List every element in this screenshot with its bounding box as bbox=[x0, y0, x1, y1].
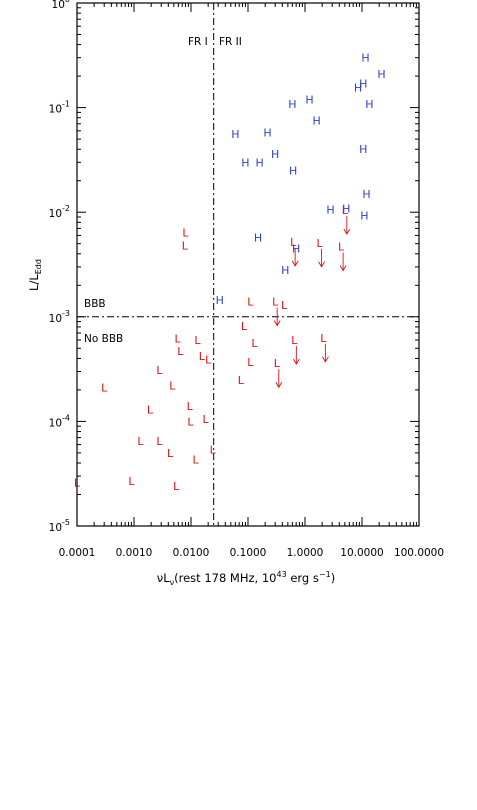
upper-limit-point: L bbox=[274, 357, 281, 370]
plot-frame bbox=[76, 2, 420, 527]
y-tick-label: 10-1 bbox=[49, 100, 70, 116]
x-tick-label: 0.0001 bbox=[59, 547, 96, 559]
l-point: L bbox=[177, 345, 184, 358]
upper-limit-arrowhead bbox=[275, 381, 283, 389]
l-point: L bbox=[202, 413, 209, 426]
l-point: L bbox=[174, 333, 181, 346]
l-point: L bbox=[281, 299, 288, 312]
upper-limit-point: L bbox=[290, 236, 297, 249]
y-tick-label: 100 bbox=[52, 0, 70, 11]
x-axis-title: νLν(rest 178 MHz, 1043 erg s−1) bbox=[157, 570, 335, 587]
upper-limit-arrowhead bbox=[318, 261, 325, 268]
l-point: L bbox=[182, 240, 189, 253]
l-point: L bbox=[247, 356, 254, 369]
l-point: L bbox=[182, 226, 189, 239]
y-axis-title: L/LEdd bbox=[27, 259, 43, 291]
l-point: L bbox=[247, 296, 254, 309]
bbb-annotation: BBB bbox=[84, 298, 106, 310]
l-point: L bbox=[238, 374, 245, 387]
l-point: L bbox=[167, 447, 174, 460]
upper-limit-point: L bbox=[316, 237, 323, 250]
x-tick-label: 100.0000 bbox=[394, 547, 444, 559]
l-point: L bbox=[173, 480, 180, 493]
upper-limit-arrowhead bbox=[343, 228, 351, 235]
h-point: H bbox=[360, 209, 368, 222]
l-point: L bbox=[156, 435, 163, 448]
upper-limit-point: L bbox=[342, 204, 349, 217]
upper-limit-point: L bbox=[320, 332, 327, 345]
h-point: H bbox=[254, 232, 262, 245]
axes: 0.0001 0.0010 0.0100 0.1000 1.0000 10.0000 100… bbox=[49, 0, 444, 559]
upper-limit-point: L bbox=[272, 296, 279, 309]
upper-limit-point: L bbox=[291, 334, 298, 347]
h-point: H bbox=[342, 203, 350, 216]
fr2-annotation: FR II bbox=[219, 36, 242, 48]
l-point: L bbox=[169, 380, 176, 393]
h-point: H bbox=[326, 204, 334, 217]
h-point: H bbox=[292, 242, 300, 255]
l-point: L bbox=[205, 354, 212, 367]
x-tick-label: 10.0000 bbox=[340, 547, 383, 559]
y-tick-label: 10-5 bbox=[49, 518, 70, 534]
h-point: H bbox=[359, 143, 367, 156]
l-point: L bbox=[199, 350, 206, 363]
h-point: H bbox=[362, 188, 370, 201]
h-point: H bbox=[281, 264, 289, 277]
upper-limit-arrowhead bbox=[292, 358, 300, 365]
no-bbb-annotation: No BBB bbox=[84, 333, 123, 345]
h-point: H bbox=[312, 115, 320, 128]
h-point: H bbox=[241, 156, 249, 169]
y-tick-label: 10-4 bbox=[49, 413, 70, 429]
l-point: L bbox=[194, 334, 201, 347]
l-point: L bbox=[156, 364, 163, 377]
l-point: L bbox=[128, 475, 135, 488]
h-point: H bbox=[354, 82, 362, 95]
x-tick-label: 0.0100 bbox=[173, 547, 210, 559]
h-point: H bbox=[231, 128, 239, 141]
h-point: H bbox=[271, 148, 279, 161]
h-point: H bbox=[359, 77, 367, 90]
h-point: H bbox=[377, 68, 385, 81]
upper-limit-arrowhead bbox=[273, 320, 281, 327]
h-point: H bbox=[365, 98, 373, 111]
upper-limit-arrowhead bbox=[291, 260, 299, 267]
x-tick-label: 0.0010 bbox=[116, 547, 153, 559]
l-point: L bbox=[137, 435, 144, 448]
l-point: L bbox=[210, 443, 217, 456]
upper-limit-arrowhead bbox=[339, 265, 347, 272]
h-point: H bbox=[216, 294, 224, 307]
l-point: L bbox=[187, 400, 194, 413]
h-point: H bbox=[305, 93, 313, 106]
y-tick-label: 10-3 bbox=[49, 309, 70, 325]
h-point: H bbox=[361, 52, 369, 65]
svg-text:L/LEdd: L/LEdd bbox=[27, 259, 43, 291]
reference-lines bbox=[77, 3, 419, 526]
h-point: H bbox=[288, 98, 296, 111]
l-point: L bbox=[101, 382, 108, 395]
fr1-annotation: FR I bbox=[188, 36, 208, 48]
l-point: L bbox=[187, 415, 194, 428]
l-point: L bbox=[147, 403, 154, 416]
h-point: H bbox=[263, 126, 271, 139]
l-point: L bbox=[192, 454, 199, 467]
x-tick-label: 1.0000 bbox=[287, 547, 324, 559]
h-point: H bbox=[255, 156, 263, 169]
upper-limit-point: L bbox=[338, 240, 345, 253]
h-point: H bbox=[289, 165, 297, 178]
y-tick-label: 10-2 bbox=[49, 204, 70, 220]
l-point: L bbox=[251, 337, 258, 350]
x-tick-label: 0.1000 bbox=[230, 547, 267, 559]
upper-limit-arrowhead bbox=[321, 356, 329, 363]
l-point: L bbox=[241, 320, 248, 333]
